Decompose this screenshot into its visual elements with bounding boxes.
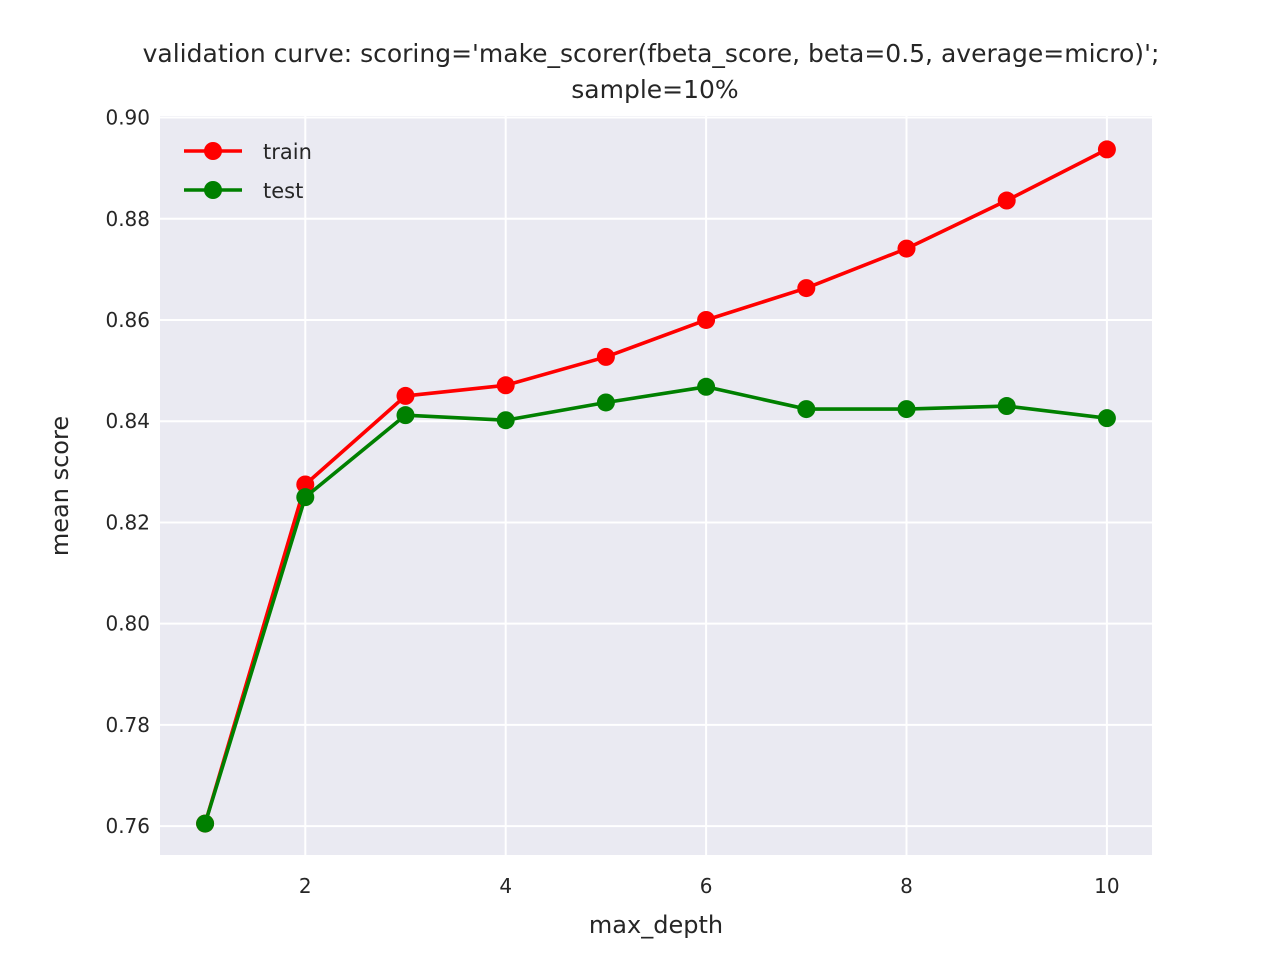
legend-item-test: test: [184, 179, 303, 203]
data-point-test: [997, 397, 1016, 416]
x-tick-label: 4: [499, 874, 512, 898]
x-tick-label: 6: [700, 874, 713, 898]
data-point-train: [897, 239, 916, 258]
legend-item-train: train: [184, 140, 312, 164]
series-line-test: [203, 384, 1108, 825]
y-tick-label: 0.82: [105, 510, 150, 534]
data-point-train: [596, 347, 615, 366]
y-tick-label: 0.78: [105, 713, 150, 737]
data-point-train: [396, 386, 415, 405]
data-point-test: [697, 377, 716, 396]
tick-labels: 0.76 0.78 0.80 0.82 0.84 0.86 0.88 0.90 2 4 6 8 10: [105, 106, 1119, 898]
grid-lines: [160, 116, 1152, 855]
x-axis-label: max_depth: [589, 911, 723, 939]
legend-marker: [204, 181, 222, 199]
legend-label: test: [263, 179, 303, 203]
x-tick-label: 10: [1094, 874, 1119, 898]
x-tick-label: 8: [900, 874, 913, 898]
y-tick-label: 0.76: [105, 814, 150, 838]
data-point-train: [997, 191, 1016, 210]
y-tick-label: 0.86: [105, 308, 150, 332]
data-point-test: [296, 488, 315, 507]
chart-title: validation curve: scoring='make_scorer(f…: [143, 39, 1160, 68]
y-tick-label: 0.90: [105, 106, 150, 130]
data-point-test: [596, 393, 615, 412]
data-point-train: [1097, 140, 1116, 159]
y-axis-label: mean score: [46, 416, 74, 556]
series-test: [196, 377, 1116, 833]
series-line-train: [203, 147, 1108, 825]
y-tick-label: 0.80: [105, 612, 150, 636]
y-tick-label: 0.84: [105, 409, 150, 433]
data-point-train: [296, 475, 315, 494]
plot-background: [160, 116, 1152, 855]
data-point-test: [496, 411, 515, 430]
plot-area: [160, 116, 1152, 855]
data-point-test: [797, 400, 816, 419]
data-point-train: [496, 376, 515, 395]
x-tick-label: 2: [299, 874, 312, 898]
data-point-test: [897, 400, 916, 419]
legend-label: train: [263, 140, 312, 164]
data-point-test: [1097, 409, 1116, 428]
data-point-train: [797, 279, 816, 298]
data-point-test: [196, 814, 215, 833]
data-point-test: [396, 406, 415, 425]
legend: train test: [184, 140, 312, 203]
chart-subtitle: sample=10%: [571, 75, 738, 104]
y-tick-label: 0.88: [105, 207, 150, 231]
data-point-train: [697, 310, 716, 329]
legend-marker: [204, 142, 222, 160]
series-layer: [196, 140, 1116, 833]
